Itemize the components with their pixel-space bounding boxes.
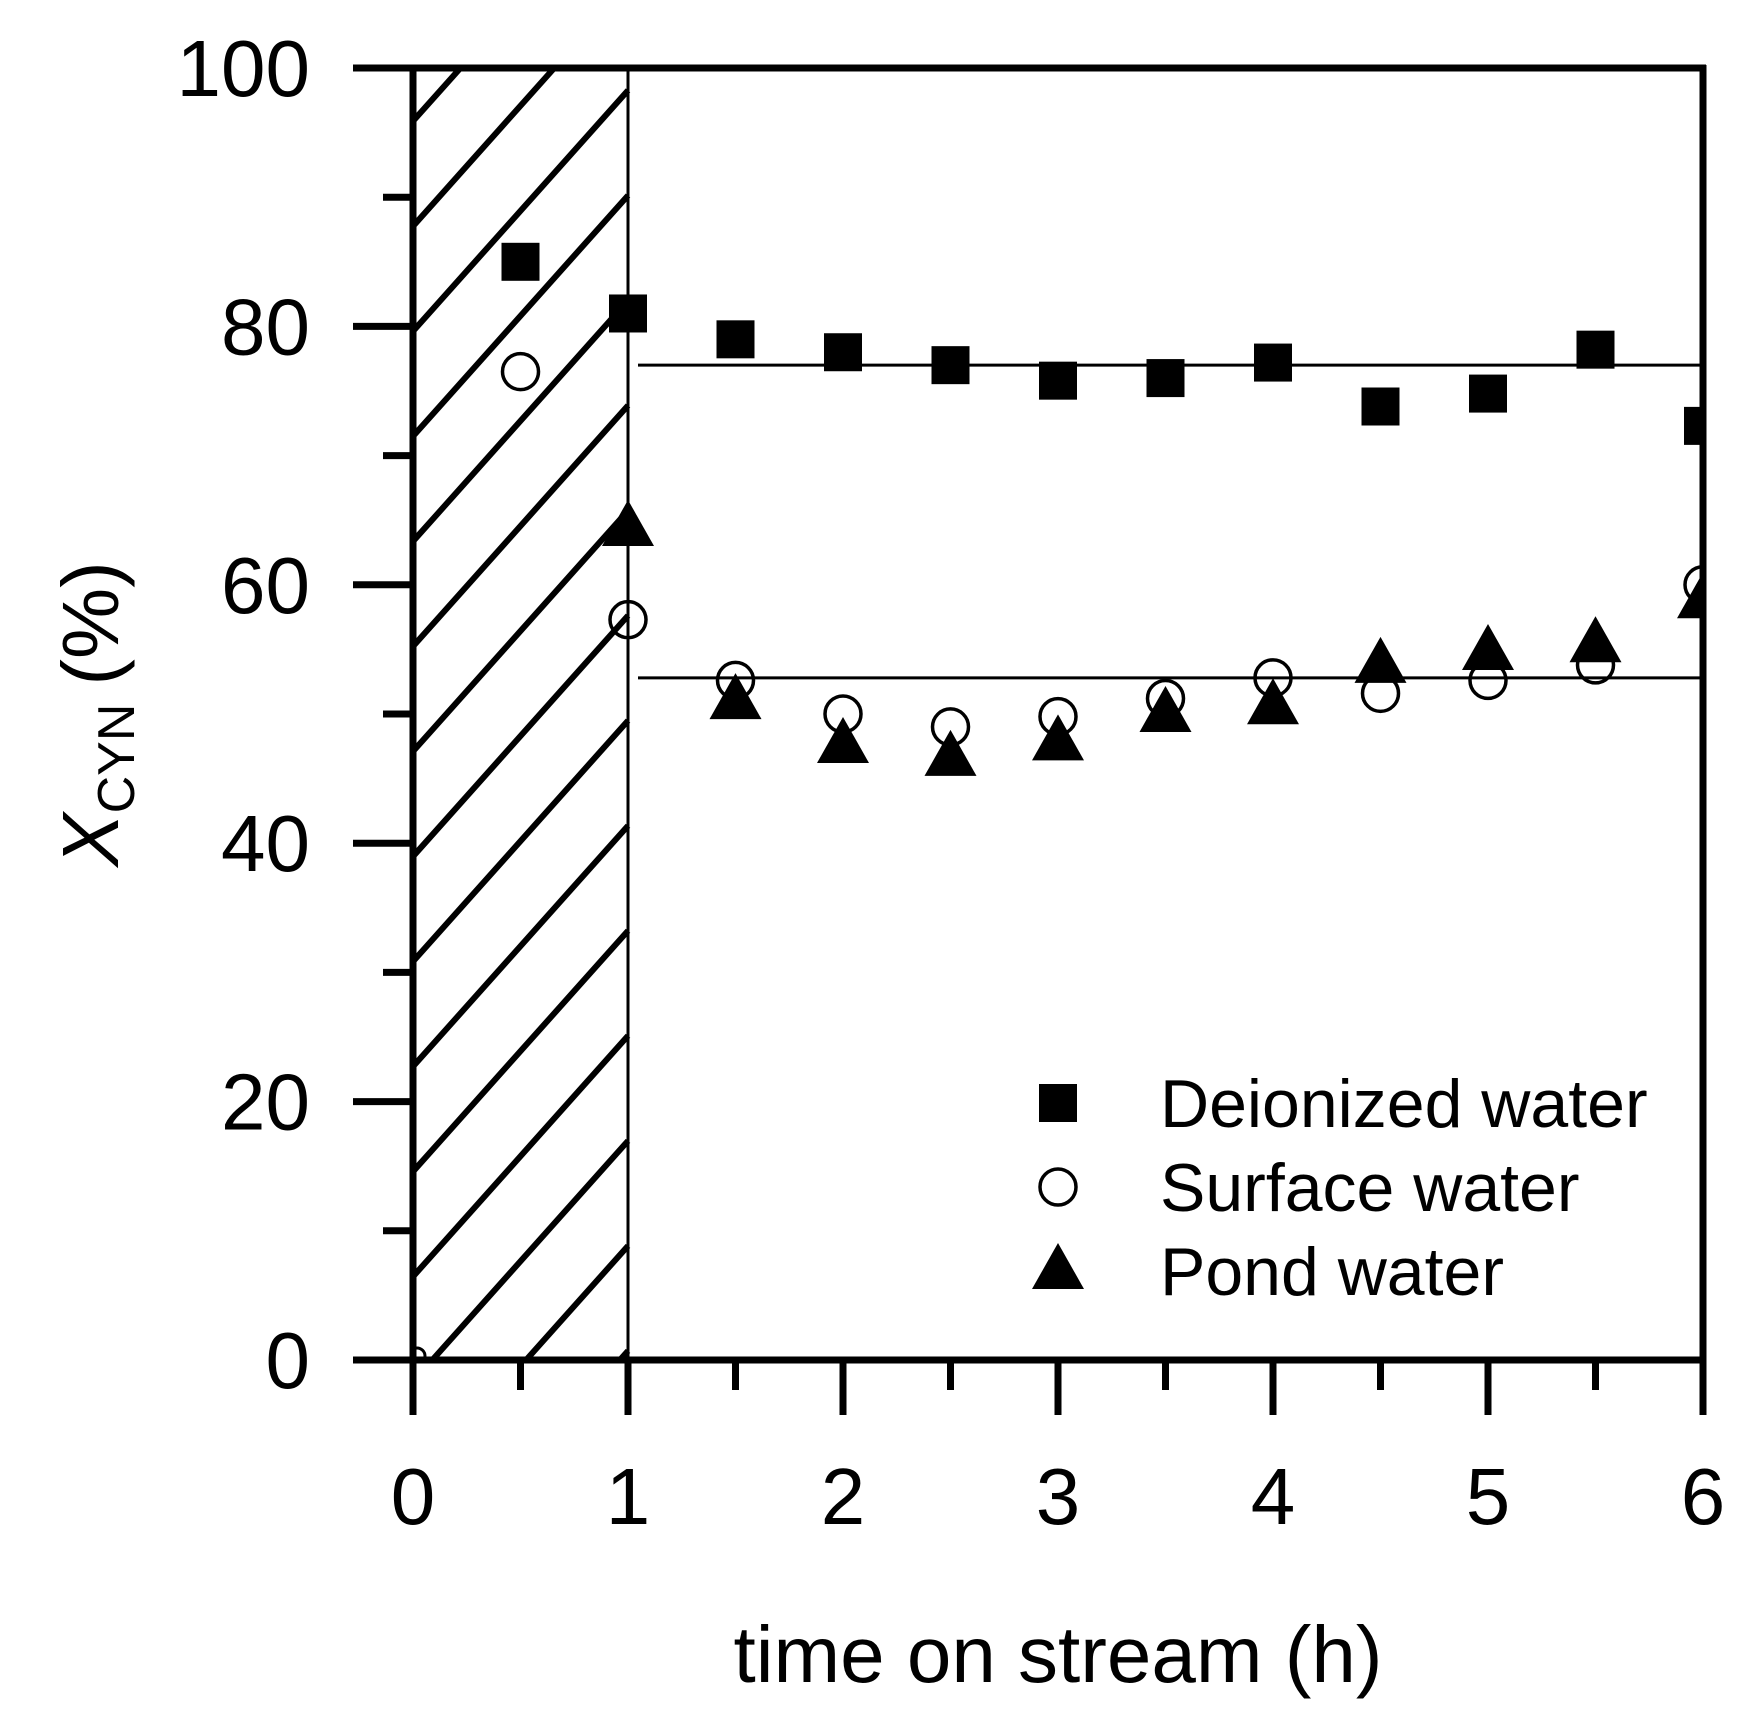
legend-label: Deionized water bbox=[1160, 1066, 1648, 1142]
legend-label: Surface water bbox=[1160, 1150, 1580, 1226]
hatch-line bbox=[413, 613, 631, 861]
legend-item-surface-water: Surface water bbox=[1038, 1150, 1580, 1226]
point-deionized-water bbox=[1361, 387, 1400, 426]
hatch-line bbox=[522, 1243, 631, 1360]
point-deionized-water bbox=[824, 333, 862, 372]
series-surface-water bbox=[500, 351, 1703, 747]
hatch-line bbox=[410, 0, 628, 19]
y-tick-label: 40 bbox=[221, 799, 310, 888]
y-tick-label: 100 bbox=[177, 24, 310, 113]
x-tick-label: 0 bbox=[391, 1452, 436, 1541]
hatch-line bbox=[413, 823, 631, 1072]
legend-marker-deionized-water bbox=[1039, 1084, 1077, 1122]
hatch-line bbox=[413, 68, 465, 126]
x-tick-label: 3 bbox=[1036, 1452, 1081, 1541]
y-axis-title: XCYN (%) bbox=[46, 561, 146, 869]
y-tick-label: 80 bbox=[221, 282, 310, 371]
data-points bbox=[413, 242, 1703, 1360]
hatch-line bbox=[413, 88, 631, 336]
point-pond-water bbox=[924, 729, 977, 776]
hatch-line bbox=[413, 68, 559, 231]
point-pond-water bbox=[1462, 623, 1514, 670]
legend: Deionized water Surface water Pond water bbox=[1032, 1066, 1648, 1310]
point-pond-water bbox=[1677, 572, 1703, 619]
y-tick-label: 60 bbox=[221, 541, 310, 630]
point-surface-water bbox=[608, 599, 648, 640]
point-pond-water bbox=[817, 717, 869, 764]
point-deionized-water bbox=[716, 320, 755, 359]
legend-item-deionized-water: Deionized water bbox=[1039, 1066, 1648, 1142]
hatch-line bbox=[413, 928, 631, 1177]
point-deionized-water bbox=[1039, 361, 1077, 400]
point-deionized-water bbox=[1254, 343, 1292, 382]
y-axis-title-main: X bbox=[46, 811, 135, 869]
legend-marker-surface-water bbox=[1038, 1167, 1078, 1207]
series-pond-water bbox=[602, 499, 1703, 776]
hatch-line bbox=[413, 718, 631, 966]
x-tick-label: 6 bbox=[1681, 1452, 1726, 1541]
x-tick-label: 4 bbox=[1251, 1452, 1296, 1541]
x-tick-label: 1 bbox=[606, 1452, 651, 1541]
shaded-startup-region bbox=[410, 0, 631, 1360]
point-deionized-water bbox=[1576, 330, 1615, 369]
x-axis-title: time on stream (h) bbox=[733, 1610, 1382, 1699]
hatch-line bbox=[428, 1138, 631, 1360]
x-tick-label: 2 bbox=[821, 1452, 866, 1541]
x-tick-labels: 0 1 2 3 4 5 6 bbox=[391, 1452, 1726, 1541]
hatch-line bbox=[413, 298, 631, 546]
hatch-line bbox=[413, 403, 631, 651]
point-surface-water bbox=[1683, 565, 1703, 605]
reference-lines bbox=[638, 363, 1703, 680]
y-tick-labels: 0 20 40 60 80 100 bbox=[177, 24, 310, 1405]
point-deionized-water bbox=[1469, 374, 1507, 413]
point-pond-water bbox=[709, 673, 762, 720]
y-axis-title-unit: (%) bbox=[46, 561, 135, 685]
tick-marks bbox=[353, 64, 1707, 1415]
point-pond-water bbox=[1569, 616, 1622, 663]
point-surface-water bbox=[500, 351, 541, 392]
y-tick-label: 20 bbox=[221, 1058, 310, 1147]
point-pond-water bbox=[1032, 714, 1084, 761]
point-deionized-water bbox=[931, 346, 970, 385]
hatch-line bbox=[413, 508, 631, 756]
legend-marker-pond-water bbox=[1032, 1243, 1084, 1289]
legend-label: Pond water bbox=[1160, 1234, 1504, 1310]
x-tick-label: 5 bbox=[1466, 1452, 1511, 1541]
point-pond-water bbox=[1247, 678, 1299, 725]
y-axis-title-sub: CYN bbox=[88, 704, 146, 814]
point-pond-water bbox=[602, 499, 654, 546]
point-deionized-water bbox=[609, 294, 647, 333]
point-deionized-water bbox=[501, 242, 540, 281]
legend-item-pond-water: Pond water bbox=[1032, 1234, 1504, 1310]
point-pond-water bbox=[1354, 636, 1407, 683]
series-deionized-water bbox=[501, 242, 1703, 445]
hatch-line bbox=[413, 1033, 631, 1282]
point-pond-water bbox=[1139, 686, 1192, 732]
origin-point bbox=[413, 1346, 427, 1360]
y-tick-label: 0 bbox=[266, 1316, 311, 1405]
hatch-line bbox=[413, 193, 631, 441]
point-deionized-water bbox=[1684, 406, 1703, 445]
point-deionized-water bbox=[1146, 359, 1185, 398]
